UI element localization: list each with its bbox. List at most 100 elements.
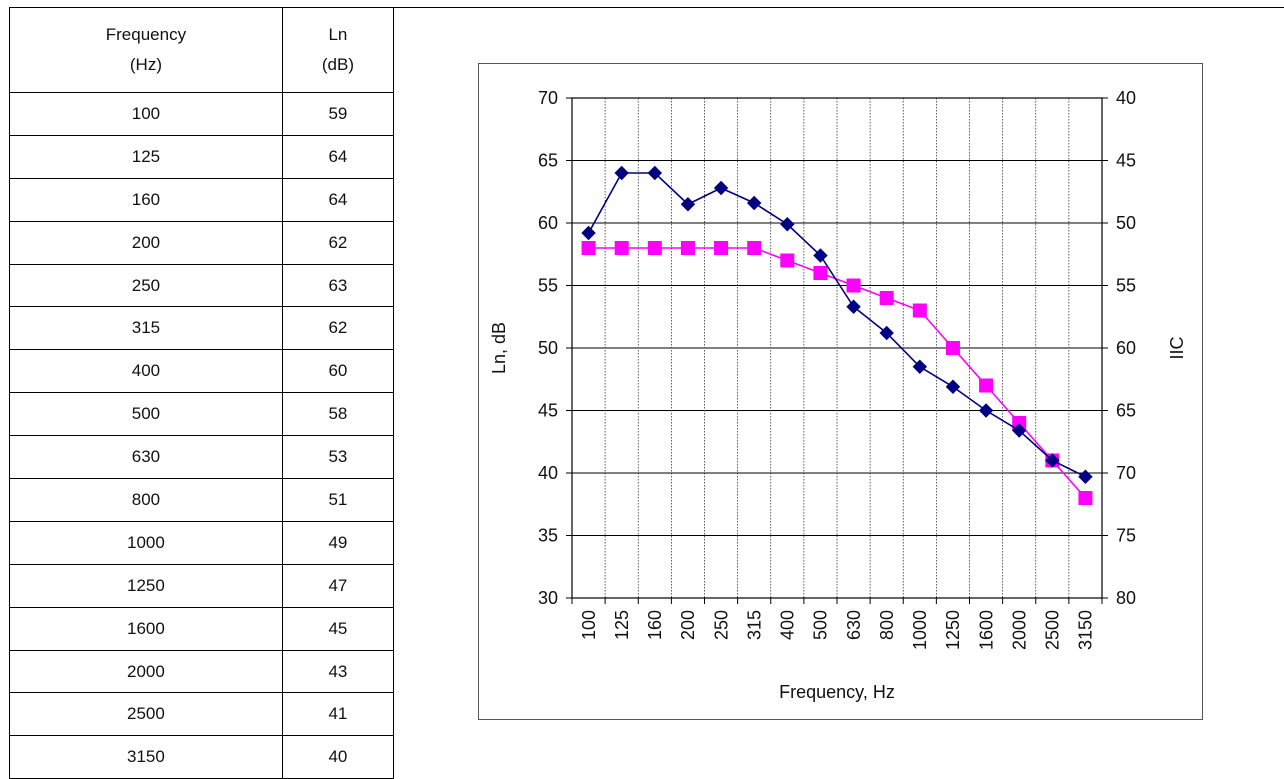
y-tick-label: 65 [538,151,558,171]
y2-tick-label: 55 [1116,276,1136,296]
x-tick-label: 250 [711,610,731,640]
y2-tick-label: 45 [1116,151,1136,171]
cell-ln: 40 [281,735,395,779]
cell-ln: 51 [281,478,395,522]
x-tick-label: 3150 [1076,610,1096,650]
y-tick-label: 40 [538,463,558,483]
series-point [713,180,729,196]
x-tick-label: 500 [811,610,831,640]
table-row: 100 59 [9,92,395,136]
cell-ln: 59 [281,92,395,136]
x-tick-label: 200 [678,610,698,640]
series-point [647,165,663,181]
table-row: 400 60 [9,349,395,394]
cell-ln: 49 [281,520,395,565]
cell-ln: 60 [281,349,395,394]
series-point [879,325,894,341]
table-row: 1250 47 [9,563,395,608]
series-point [714,241,729,255]
cell-frequency: 2000 [9,649,283,694]
series-point [581,225,596,241]
table-row: 315 62 [9,306,395,351]
table-header-row: Frequency (Hz) Ln (dB) [9,7,395,93]
table-row: 1600 45 [9,606,395,651]
series-point [581,241,596,255]
cell-frequency: 500 [9,392,283,437]
cell-ln: 62 [281,220,395,265]
series-point [747,241,762,255]
table-row: 2500 41 [9,692,395,737]
y2-tick-label: 80 [1116,588,1136,608]
series-point [1045,453,1060,468]
cell-ln: 63 [281,263,395,308]
cell-frequency: 630 [9,435,283,480]
series-point [945,341,960,355]
y-tick-label: 60 [538,213,558,233]
series-point [647,241,662,255]
series-point [945,379,961,394]
x-axis-title: Frequency, Hz [779,682,895,702]
series-point [680,197,696,212]
chart-frame [478,63,1203,720]
header-frequency-line1: Frequency [105,25,187,44]
cell-frequency: 3150 [9,735,283,779]
table-row: 2000 43 [9,649,395,694]
cell-frequency: 315 [9,306,283,351]
table-row: 800 51 [9,478,395,522]
series-point [879,291,894,305]
y-tick-label: 35 [538,526,558,546]
series-point [780,253,795,268]
outer-border-top [394,7,1284,8]
cell-frequency: 125 [9,134,283,179]
y2-axis-title: IIC [1167,336,1187,359]
cell-frequency: 800 [9,478,283,522]
header-ln-line1: Ln [328,25,348,44]
table-row: 3150 40 [9,735,395,779]
series-point [979,378,994,393]
cell-frequency: 200 [9,220,283,265]
cell-frequency: 250 [9,263,283,308]
series-point [680,241,695,255]
series-point [746,195,762,211]
cell-ln: 41 [281,692,395,737]
series-point [1011,423,1027,438]
cell-frequency: 1600 [9,606,283,651]
cell-ln: 43 [281,649,395,694]
series-line [588,247,1087,499]
chart: 30 35 40 45 50 55 60 65 70 40 45 50 55 60 65 70 75 80 100 1… [489,88,1187,702]
table-body: 100 59 125 64 160 64 200 62 250 63 315 62 400 60 500 58… [9,92,395,779]
x-tick-label: 315 [744,610,764,640]
cell-ln: 64 [281,134,395,179]
x-tick-label: 1600 [976,610,996,650]
cell-ln: 53 [281,435,395,480]
cell-ln: 64 [281,177,395,222]
x-tick-label: 1000 [910,610,930,650]
y-tick-label: 45 [538,401,558,421]
cell-ln: 62 [281,306,395,351]
y-tick-label: 55 [538,276,558,296]
y2-tick-label: 75 [1116,526,1136,546]
x-tick-label: 125 [612,610,632,640]
x-tick-label: 400 [778,610,798,640]
series-point [846,278,861,293]
series-point [1078,469,1093,484]
cell-frequency: 1000 [9,520,283,565]
series-point [813,266,828,280]
y-tick-label: 30 [538,588,558,608]
series-line [587,172,1086,478]
x-tick-label: 630 [844,610,864,640]
series-point [912,359,928,374]
header-ln: Ln (dB) [281,7,395,93]
x-tick-label: 800 [877,610,897,640]
y-tick-label: 70 [538,88,558,108]
header-frequency: Frequency (Hz) [9,7,283,93]
cell-frequency: 2500 [9,692,283,737]
cell-ln: 45 [281,606,395,651]
y-axis-title: Ln, dB [489,322,509,374]
series-point [978,403,994,418]
y2-tick-label: 60 [1116,338,1136,358]
cell-frequency: 1250 [9,563,283,608]
cell-ln: 58 [281,392,395,437]
y2-tick-label: 70 [1116,463,1136,483]
cell-frequency: 400 [9,349,283,394]
